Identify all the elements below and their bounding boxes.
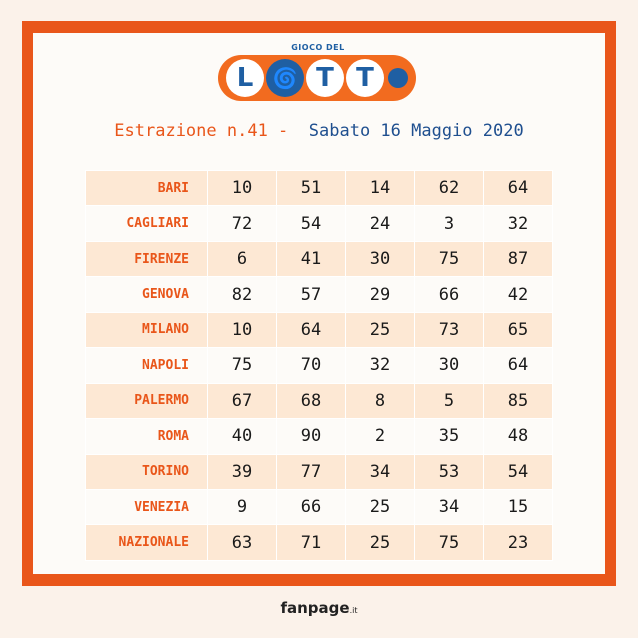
drawn-number: 15 bbox=[483, 488, 553, 526]
drawn-number: 54 bbox=[483, 453, 553, 490]
drawn-number: 68 bbox=[276, 382, 346, 420]
drawn-number: 64 bbox=[483, 169, 553, 207]
drawn-number: 66 bbox=[276, 488, 346, 526]
city-name: ROMA bbox=[85, 418, 208, 455]
city-name: PALERMO bbox=[85, 382, 208, 420]
logo-top-text: GIOCO DEL bbox=[291, 43, 345, 52]
drawn-number: 14 bbox=[345, 169, 415, 207]
draw-date: Sabato 16 Maggio 2020 bbox=[308, 121, 524, 141]
logo-swirl-icon: 🌀 bbox=[266, 59, 304, 97]
drawn-number: 42 bbox=[483, 276, 553, 313]
drawn-number: 54 bbox=[276, 205, 346, 242]
drawn-number: 75 bbox=[414, 524, 484, 561]
brand-suffix: .it bbox=[349, 606, 358, 615]
city-name: CAGLIARI bbox=[85, 205, 208, 242]
logo-letter-t1: T bbox=[306, 59, 344, 97]
logo-dot-icon bbox=[388, 68, 408, 88]
drawn-number: 25 bbox=[345, 524, 415, 561]
drawn-number: 85 bbox=[483, 382, 553, 420]
drawn-number: 70 bbox=[276, 347, 346, 384]
drawn-number: 66 bbox=[414, 276, 484, 313]
drawn-number: 3 bbox=[414, 205, 484, 242]
drawn-number: 51 bbox=[276, 169, 346, 207]
drawn-number: 87 bbox=[483, 240, 553, 278]
drawn-number: 62 bbox=[414, 169, 484, 207]
drawn-number: 32 bbox=[483, 205, 553, 242]
city-name: GENOVA bbox=[85, 276, 208, 313]
table-row: PALERMO 67 68 8 5 85 bbox=[85, 382, 553, 420]
city-name: MILANO bbox=[85, 311, 208, 349]
drawn-number: 34 bbox=[414, 488, 484, 526]
drawn-number: 57 bbox=[276, 276, 346, 313]
results-table: BARI 10 51 14 62 64 CAGLIARI 72 54 24 3 32 FIRENZE 6 4… bbox=[85, 169, 553, 561]
logo-letter-l: L bbox=[226, 59, 264, 97]
table-row: MILANO 10 64 25 73 65 bbox=[85, 311, 553, 349]
table-row: CAGLIARI 72 54 24 3 32 bbox=[85, 205, 553, 242]
table-row: NAZIONALE 63 71 25 75 23 bbox=[85, 524, 553, 561]
table-row: ROMA 40 90 2 35 48 bbox=[85, 418, 553, 455]
drawn-number: 75 bbox=[207, 347, 277, 384]
table-row: TORINO 39 77 34 53 54 bbox=[85, 453, 553, 490]
table-row: GENOVA 82 57 29 66 42 bbox=[85, 276, 553, 313]
drawn-number: 39 bbox=[207, 453, 277, 490]
drawn-number: 23 bbox=[483, 524, 553, 561]
drawn-number: 10 bbox=[207, 311, 277, 349]
drawn-number: 5 bbox=[414, 382, 484, 420]
drawn-number: 73 bbox=[414, 311, 484, 349]
table-row: BARI 10 51 14 62 64 bbox=[85, 169, 553, 207]
drawn-number: 72 bbox=[207, 205, 277, 242]
drawn-number: 67 bbox=[207, 382, 277, 420]
city-name: NAZIONALE bbox=[85, 524, 208, 561]
city-name: BARI bbox=[85, 169, 208, 207]
city-name: NAPOLI bbox=[85, 347, 208, 384]
drawn-number: 41 bbox=[276, 240, 346, 278]
drawn-number: 24 bbox=[345, 205, 415, 242]
drawn-number: 8 bbox=[345, 382, 415, 420]
drawn-number: 10 bbox=[207, 169, 277, 207]
drawn-number: 32 bbox=[345, 347, 415, 384]
logo-pill: L 🌀 T T bbox=[218, 55, 416, 101]
drawn-number: 63 bbox=[207, 524, 277, 561]
table-row: FIRENZE 6 41 30 75 87 bbox=[85, 240, 553, 278]
brand-name: fanpage bbox=[280, 599, 350, 617]
city-name: TORINO bbox=[85, 453, 208, 490]
drawn-number: 25 bbox=[345, 488, 415, 526]
draw-header: Estrazione n.41 - Sabato 16 Maggio 2020 bbox=[0, 121, 638, 141]
drawn-number: 30 bbox=[414, 347, 484, 384]
drawn-number: 77 bbox=[276, 453, 346, 490]
drawn-number: 53 bbox=[414, 453, 484, 490]
drawn-number: 6 bbox=[207, 240, 277, 278]
drawn-number: 29 bbox=[345, 276, 415, 313]
city-name: FIRENZE bbox=[85, 240, 208, 278]
drawn-number: 9 bbox=[207, 488, 277, 526]
drawn-number: 35 bbox=[414, 418, 484, 455]
draw-number: Estrazione n.41 - bbox=[114, 121, 289, 141]
drawn-number: 34 bbox=[345, 453, 415, 490]
drawn-number: 40 bbox=[207, 418, 277, 455]
drawn-number: 2 bbox=[345, 418, 415, 455]
drawn-number: 71 bbox=[276, 524, 346, 561]
drawn-number: 48 bbox=[483, 418, 553, 455]
table-row: VENEZIA 9 66 25 34 15 bbox=[85, 488, 553, 526]
drawn-number: 65 bbox=[483, 311, 553, 349]
lotto-logo: GIOCO DEL L 🌀 T T bbox=[218, 43, 418, 105]
city-name: VENEZIA bbox=[85, 488, 208, 526]
drawn-number: 75 bbox=[414, 240, 484, 278]
logo-letter-t2: T bbox=[346, 59, 384, 97]
table-row: NAPOLI 75 70 32 30 64 bbox=[85, 347, 553, 384]
drawn-number: 64 bbox=[276, 311, 346, 349]
footer-brand: fanpage.it bbox=[0, 599, 638, 617]
drawn-number: 90 bbox=[276, 418, 346, 455]
drawn-number: 64 bbox=[483, 347, 553, 384]
drawn-number: 82 bbox=[207, 276, 277, 313]
drawn-number: 30 bbox=[345, 240, 415, 278]
drawn-number: 25 bbox=[345, 311, 415, 349]
